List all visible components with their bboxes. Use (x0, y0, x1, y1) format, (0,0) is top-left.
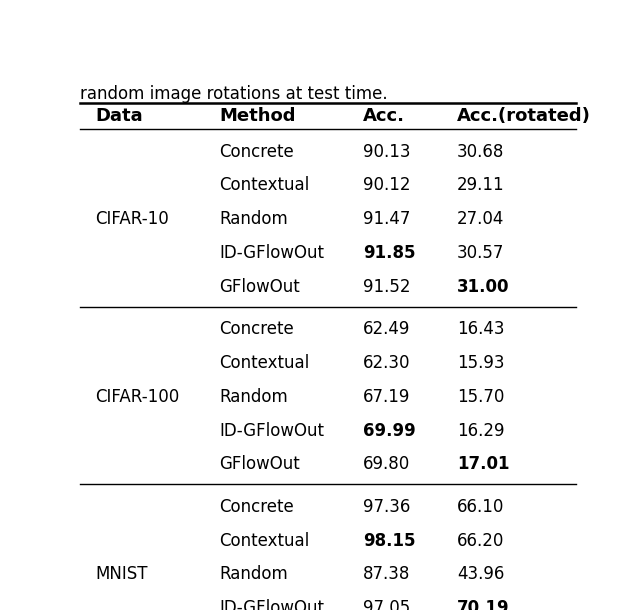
Text: 97.05: 97.05 (363, 599, 410, 610)
Text: Method: Method (219, 107, 296, 124)
Text: Random: Random (219, 388, 287, 406)
Text: ID-GFlowOut: ID-GFlowOut (219, 422, 324, 440)
Text: CIFAR-10: CIFAR-10 (95, 210, 168, 228)
Text: Random: Random (219, 210, 287, 228)
Text: Concrete: Concrete (219, 143, 294, 160)
Text: 62.49: 62.49 (363, 320, 410, 338)
Text: 97.36: 97.36 (363, 498, 410, 515)
Text: 15.70: 15.70 (457, 388, 504, 406)
Text: 31.00: 31.00 (457, 278, 509, 296)
Text: GFlowOut: GFlowOut (219, 456, 300, 473)
Text: Data: Data (95, 107, 143, 124)
Text: 17.01: 17.01 (457, 456, 509, 473)
Text: 16.43: 16.43 (457, 320, 504, 338)
Text: CIFAR-100: CIFAR-100 (95, 388, 179, 406)
Text: Acc.: Acc. (363, 107, 404, 124)
Text: Contextual: Contextual (219, 176, 309, 195)
Text: GFlowOut: GFlowOut (219, 278, 300, 296)
Text: 98.15: 98.15 (363, 531, 415, 550)
Text: 70.19: 70.19 (457, 599, 509, 610)
Text: 16.29: 16.29 (457, 422, 504, 440)
Text: 62.30: 62.30 (363, 354, 410, 372)
Text: 43.96: 43.96 (457, 565, 504, 583)
Text: 90.12: 90.12 (363, 176, 410, 195)
Text: 87.38: 87.38 (363, 565, 410, 583)
Text: ID-GFlowOut: ID-GFlowOut (219, 599, 324, 610)
Text: 66.10: 66.10 (457, 498, 504, 515)
Text: 69.80: 69.80 (363, 456, 410, 473)
Text: MNIST: MNIST (95, 565, 147, 583)
Text: Random: Random (219, 565, 287, 583)
Text: 30.57: 30.57 (457, 244, 504, 262)
Text: 30.68: 30.68 (457, 143, 504, 160)
Text: 29.11: 29.11 (457, 176, 504, 195)
Text: 91.85: 91.85 (363, 244, 415, 262)
Text: Concrete: Concrete (219, 498, 294, 515)
Text: 15.93: 15.93 (457, 354, 504, 372)
Text: 91.52: 91.52 (363, 278, 410, 296)
Text: ID-GFlowOut: ID-GFlowOut (219, 244, 324, 262)
Text: 27.04: 27.04 (457, 210, 504, 228)
Text: Contextual: Contextual (219, 354, 309, 372)
Text: 67.19: 67.19 (363, 388, 410, 406)
Text: 90.13: 90.13 (363, 143, 410, 160)
Text: Contextual: Contextual (219, 531, 309, 550)
Text: 66.20: 66.20 (457, 531, 504, 550)
Text: Concrete: Concrete (219, 320, 294, 338)
Text: random image rotations at test time.: random image rotations at test time. (80, 85, 388, 103)
Text: 91.47: 91.47 (363, 210, 410, 228)
Text: 69.99: 69.99 (363, 422, 415, 440)
Text: Acc.(rotated): Acc.(rotated) (457, 107, 591, 124)
